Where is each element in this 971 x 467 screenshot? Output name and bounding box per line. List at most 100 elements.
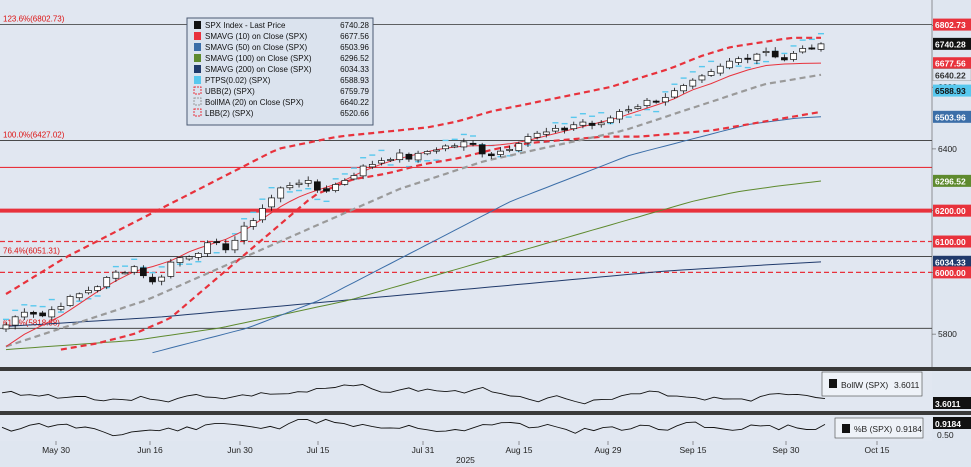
bollma-line	[5, 73, 822, 348]
value-badge-text: 6640.22	[935, 70, 966, 80]
candle-body	[286, 185, 294, 189]
candle-body	[524, 136, 532, 144]
lbb-line	[60, 110, 822, 351]
candle-body	[185, 256, 193, 260]
legend-label: SMAVG (100) on Close (SPX)	[205, 54, 312, 63]
candle-body	[716, 65, 724, 74]
candle-body	[561, 127, 568, 131]
bollw-line	[1, 384, 826, 405]
legend-row: SMAVG (10) on Close (SPX) 6677.56	[194, 32, 370, 41]
date-tick-label: Jun 30	[227, 445, 253, 455]
value-badge-text: 6503.96	[935, 112, 966, 122]
pctb-badge-value: 0.9184	[935, 419, 961, 429]
candle-body	[423, 151, 431, 155]
candle-body	[268, 197, 275, 208]
legend-swatch	[194, 32, 201, 40]
candle-body	[378, 160, 385, 164]
candle-body	[94, 286, 101, 291]
candle-body	[469, 142, 477, 145]
candle-body	[570, 124, 578, 130]
legend-swatch	[194, 43, 201, 51]
price-candles	[2, 42, 825, 332]
date-tick-label: Sep 30	[773, 445, 800, 455]
legend-value: 6034.33	[340, 65, 369, 74]
pctb-legend: %B (SPX) 0.9184	[834, 417, 924, 439]
legend-label: BollMA (20) on Close (SPX)	[205, 98, 304, 107]
candle-body	[20, 311, 28, 318]
legend-swatch	[194, 76, 201, 84]
legend-swatch	[193, 97, 202, 106]
pctb-legend-label: %B (SPX)	[854, 424, 892, 434]
bollw-legend-label: BollW (SPX)	[841, 380, 888, 390]
candle-body	[240, 225, 248, 241]
bollw-legend-value: 3.6011	[894, 380, 920, 390]
candle-body	[387, 159, 394, 161]
candle-body	[497, 150, 504, 155]
candle-body	[231, 239, 239, 251]
candle-body	[433, 149, 440, 152]
legend-value: 6677.56	[340, 32, 369, 41]
candle-body	[75, 293, 83, 299]
value-badge-text: 6000.00	[935, 268, 966, 278]
candle-body	[808, 47, 816, 50]
date-axis	[0, 441, 971, 467]
candle-body	[313, 181, 321, 191]
value-badge	[933, 84, 971, 97]
candle-body	[607, 117, 614, 123]
legend-label: SPX Index - Last Price	[205, 21, 286, 30]
candle-body	[625, 109, 633, 112]
candle-body	[204, 242, 211, 254]
year-label: 2025	[456, 455, 475, 465]
legend-label: SMAVG (50) on Close (SPX)	[205, 43, 307, 52]
date-tick-label: Oct 15	[864, 445, 889, 455]
candle-body	[689, 79, 697, 87]
candle-body	[487, 153, 495, 157]
legend-swatch	[194, 65, 201, 73]
candle-body	[735, 58, 742, 63]
candle-body	[634, 106, 642, 109]
pctb-tick: 0.50	[937, 430, 954, 440]
candle-body	[478, 144, 486, 155]
candle-body	[671, 90, 678, 98]
candle-body	[359, 165, 367, 177]
candle-body	[396, 152, 404, 161]
legend-row: LBB(2) (SPX) 6520.66	[193, 108, 370, 118]
legend-value: 6520.66	[340, 109, 369, 118]
candle-body	[744, 57, 752, 60]
candle-body	[30, 311, 37, 315]
sub-panel-divider-2	[0, 411, 971, 415]
candle-body	[249, 220, 257, 227]
candle-body	[295, 182, 303, 186]
candle-body	[680, 85, 687, 92]
candle-body	[643, 99, 651, 106]
candle-body	[442, 145, 449, 150]
fib-labels: 123.6%(6802.73) 100.0%(6427.02) 76.4%(6051…	[3, 15, 65, 328]
legend-value: 6503.96	[340, 43, 369, 52]
legend-value: 6759.79	[340, 87, 369, 96]
date-tick-label: Sep 15	[680, 445, 707, 455]
legend-row: SMAVG (50) on Close (SPX) 6503.96	[194, 43, 370, 52]
price-tick-label: 5800	[938, 329, 957, 339]
bollw-panel	[0, 371, 932, 411]
value-badge-text: 6296.52	[935, 176, 966, 186]
candle-body	[817, 43, 825, 50]
candle-body	[616, 111, 623, 120]
candle-body	[533, 132, 541, 138]
value-badge-text: 6677.56	[935, 59, 966, 69]
candle-body	[332, 184, 340, 191]
legend-swatch	[193, 108, 202, 117]
candle-body	[158, 276, 166, 282]
legend-label: SMAVG (10) on Close (SPX)	[205, 32, 307, 41]
candle-body	[588, 122, 596, 126]
legend-swatch	[194, 21, 201, 29]
candle-body	[112, 271, 120, 279]
sma200-line	[5, 261, 822, 327]
candle-body	[11, 316, 19, 326]
candle-body	[2, 324, 10, 330]
candle-body	[194, 253, 202, 258]
candle-body	[515, 143, 523, 151]
value-badge	[933, 110, 971, 123]
candle-body	[707, 71, 715, 76]
candle-body	[753, 53, 761, 61]
